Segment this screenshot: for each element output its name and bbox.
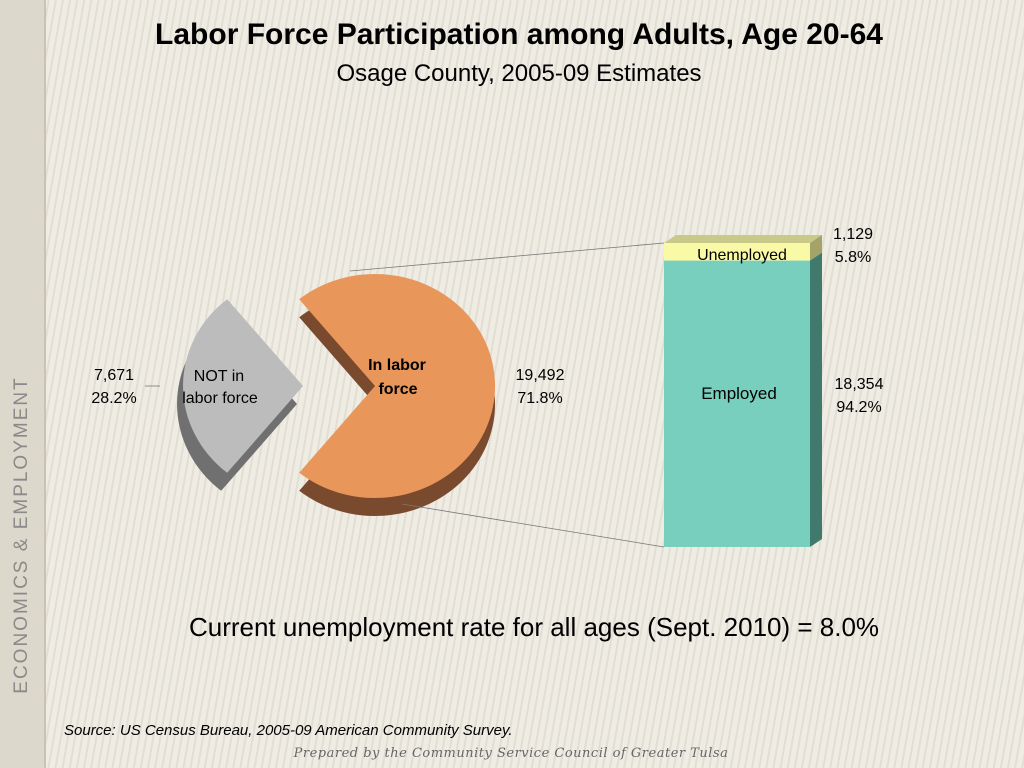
pie-label-not-in-line2: labor force [182, 390, 258, 407]
pie-value-not-in: 7,671 [94, 367, 134, 384]
bar-label-unemployed: Unemployed [697, 247, 787, 264]
pie-slice-in-labor-force [299, 274, 496, 498]
pie-label-in-line2: force [378, 381, 417, 398]
bar-top-face [664, 235, 822, 243]
unemployment-rate-note: Current unemployment rate for all ages (… [188, 612, 880, 642]
bar-side-unemployed [810, 235, 822, 261]
source-citation: Source: US Census Bureau, 2005-09 Americ… [64, 722, 513, 739]
bar-value-employed: 18,354 [835, 376, 884, 393]
bar-segment-unemployed [664, 243, 810, 261]
pie-value-in: 19,492 [516, 367, 565, 384]
pie-percent-not-in: 28.2% [91, 390, 136, 407]
sidebar: ECONOMICS & EMPLOYMENT [0, 0, 46, 768]
bar-side-employed [810, 252, 822, 547]
pie-label-not-in-line1: NOT in [194, 368, 244, 385]
pie-percent-in: 71.8% [517, 390, 562, 407]
connector-line-bottom [401, 503, 665, 548]
pie-slice-not-in-labor-force [183, 299, 303, 473]
bar-value-unemployed: 1,129 [833, 226, 873, 243]
chart-title: Labor Force Participation among Adults, … [155, 18, 883, 51]
bar-segment-employed [664, 260, 810, 547]
connector-line-top [349, 242, 665, 272]
bar-label-employed: Employed [701, 384, 777, 403]
footer-credit: Prepared by the Community Service Counci… [293, 746, 729, 761]
chart-subtitle: Osage County, 2005-09 Estimates [336, 60, 702, 87]
bar-percent-unemployed: 5.8% [835, 249, 871, 266]
pie-label-in-line1: In labor [368, 357, 426, 374]
bar-percent-employed: 94.2% [836, 399, 881, 416]
